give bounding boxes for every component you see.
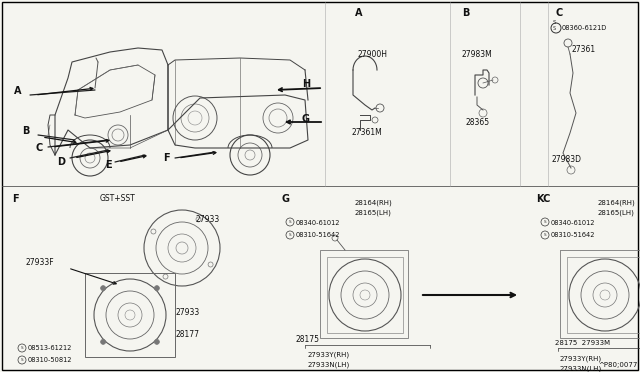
Text: B: B bbox=[462, 8, 469, 18]
Text: 28165(LH): 28165(LH) bbox=[355, 210, 392, 217]
Text: 28175  27933M: 28175 27933M bbox=[555, 340, 610, 346]
Text: S: S bbox=[20, 358, 23, 362]
Text: 27933: 27933 bbox=[175, 308, 199, 317]
Bar bbox=[85, 273, 175, 357]
Text: 27983D: 27983D bbox=[552, 155, 582, 164]
Text: S: S bbox=[544, 220, 547, 224]
Circle shape bbox=[100, 339, 106, 344]
Text: 27900H: 27900H bbox=[358, 50, 388, 59]
Text: S: S bbox=[552, 26, 556, 31]
Text: 08360-6121D: 08360-6121D bbox=[562, 25, 607, 31]
Text: B: B bbox=[22, 126, 29, 136]
Text: 08310-50812: 08310-50812 bbox=[28, 357, 72, 363]
Text: 28164(RH): 28164(RH) bbox=[598, 200, 636, 206]
Text: S: S bbox=[289, 220, 291, 224]
Text: A: A bbox=[14, 86, 22, 96]
Text: S: S bbox=[20, 346, 23, 350]
Circle shape bbox=[154, 339, 159, 344]
Text: 27361M: 27361M bbox=[352, 128, 383, 137]
Text: 28365: 28365 bbox=[465, 118, 489, 127]
Text: 28177: 28177 bbox=[175, 330, 199, 339]
Bar bbox=[320, 250, 408, 338]
Text: S: S bbox=[544, 233, 547, 237]
Text: 08513-61212: 08513-61212 bbox=[28, 345, 72, 351]
Text: 08340-61012: 08340-61012 bbox=[296, 220, 340, 226]
Text: 08310-51642: 08310-51642 bbox=[296, 232, 340, 238]
Bar bbox=[567, 257, 640, 333]
Text: 27933N(LH): 27933N(LH) bbox=[560, 365, 602, 372]
Text: 27933F: 27933F bbox=[25, 258, 54, 267]
Text: 28164(RH): 28164(RH) bbox=[355, 200, 393, 206]
Text: 27933N(LH): 27933N(LH) bbox=[308, 362, 350, 369]
Text: D: D bbox=[57, 157, 65, 167]
Text: 08340-61012: 08340-61012 bbox=[551, 220, 595, 226]
Text: 08310-51642: 08310-51642 bbox=[551, 232, 595, 238]
Text: F: F bbox=[12, 194, 19, 204]
Text: 27933Y(RH): 27933Y(RH) bbox=[560, 355, 602, 362]
Bar bbox=[327, 257, 403, 333]
Text: C: C bbox=[555, 8, 563, 18]
Bar bbox=[560, 250, 640, 338]
Circle shape bbox=[154, 286, 159, 291]
Text: G: G bbox=[302, 114, 310, 124]
Text: 27983M: 27983M bbox=[462, 50, 493, 59]
Text: C: C bbox=[35, 143, 42, 153]
Text: 28175: 28175 bbox=[295, 335, 319, 344]
Text: A: A bbox=[355, 8, 362, 18]
Circle shape bbox=[100, 286, 106, 291]
Text: 28165(LH): 28165(LH) bbox=[598, 210, 635, 217]
Text: S: S bbox=[552, 20, 556, 26]
Text: ^P80;0077: ^P80;0077 bbox=[598, 362, 637, 368]
Text: 27361: 27361 bbox=[572, 45, 596, 54]
Text: 27933: 27933 bbox=[195, 215, 220, 224]
Text: KC: KC bbox=[536, 194, 550, 204]
Text: G: G bbox=[282, 194, 290, 204]
Text: 27933Y(RH): 27933Y(RH) bbox=[308, 352, 350, 359]
Text: E: E bbox=[105, 160, 111, 170]
Text: H: H bbox=[302, 79, 310, 89]
Text: GST+SST: GST+SST bbox=[100, 194, 136, 203]
Text: F: F bbox=[163, 153, 170, 163]
Text: S: S bbox=[289, 233, 291, 237]
